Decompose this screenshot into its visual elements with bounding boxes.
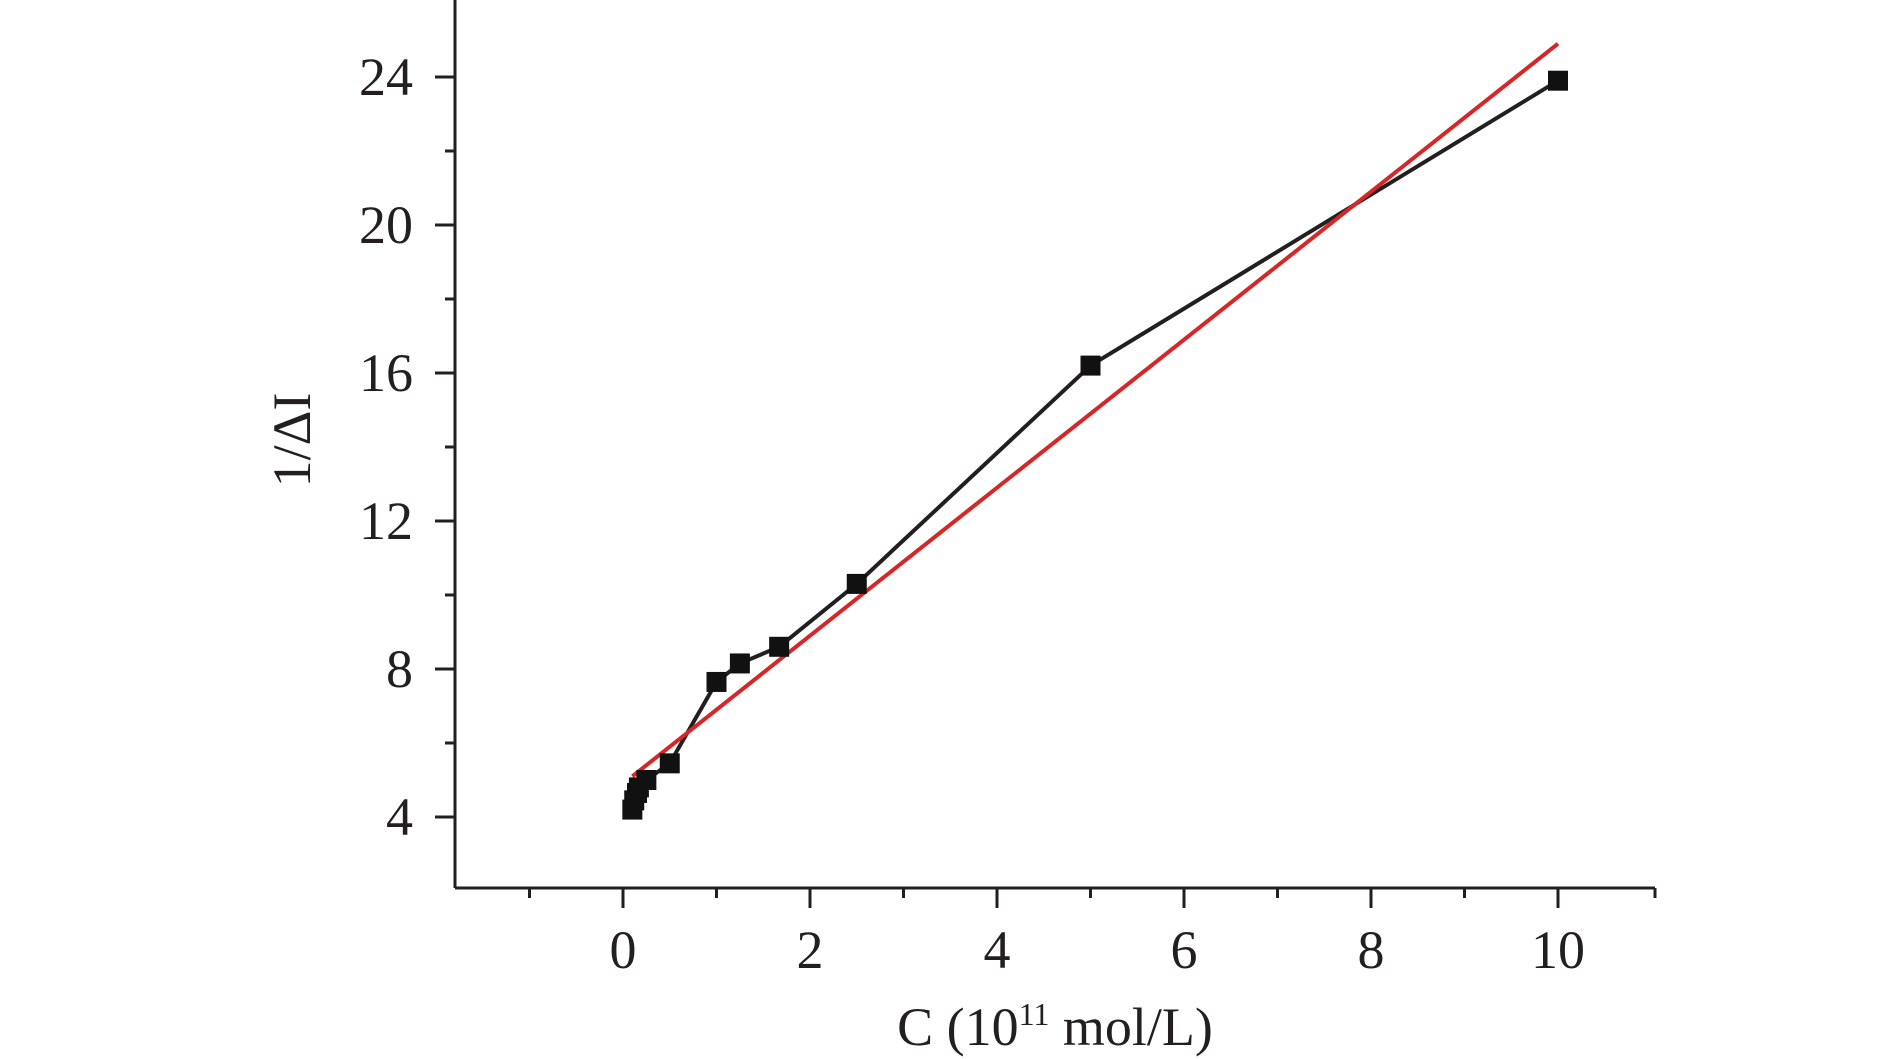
x-tick-label: 6 [1171,920,1198,980]
x-axis-ticks: 0 2 4 6 8 10 [528,888,1657,980]
x-tick-label: 8 [1358,920,1385,980]
data-point-marker [636,770,657,790]
x-tick-label: 10 [1531,920,1585,980]
linear-fit-line [631,42,1560,778]
x-axis-label-main: C (10 [897,997,1019,1057]
x-tick-label: 4 [984,920,1011,980]
x-axis-label: C (1011 mol/L) [897,996,1213,1057]
y-tick-label: 24 [359,47,413,107]
y-axis-label: 1/ΔI [262,393,322,488]
x-tick-label: 0 [610,920,637,980]
series-layer [622,42,1568,820]
y-axis-ticks: 4 8 12 16 20 24 [359,47,455,847]
x-axis-label-tail: mol/L) [1049,997,1212,1057]
data-point-marker [769,636,790,657]
data-point-marker [1548,70,1568,91]
data-point-marker [706,671,727,692]
data-point-marker [729,653,750,674]
data-point-marker [846,573,867,594]
x-tick-label: 2 [797,920,824,980]
data-series-line [630,78,1560,810]
y-tick-label: 8 [386,639,413,699]
data-point-marker [659,753,680,774]
y-tick-label: 20 [359,195,413,255]
data-point-marker [1080,355,1101,376]
x-axis-label-superscript: 11 [1019,996,1050,1032]
y-tick-label: 12 [359,491,413,551]
y-tick-label: 16 [359,343,413,403]
y-tick-label: 4 [386,787,413,847]
